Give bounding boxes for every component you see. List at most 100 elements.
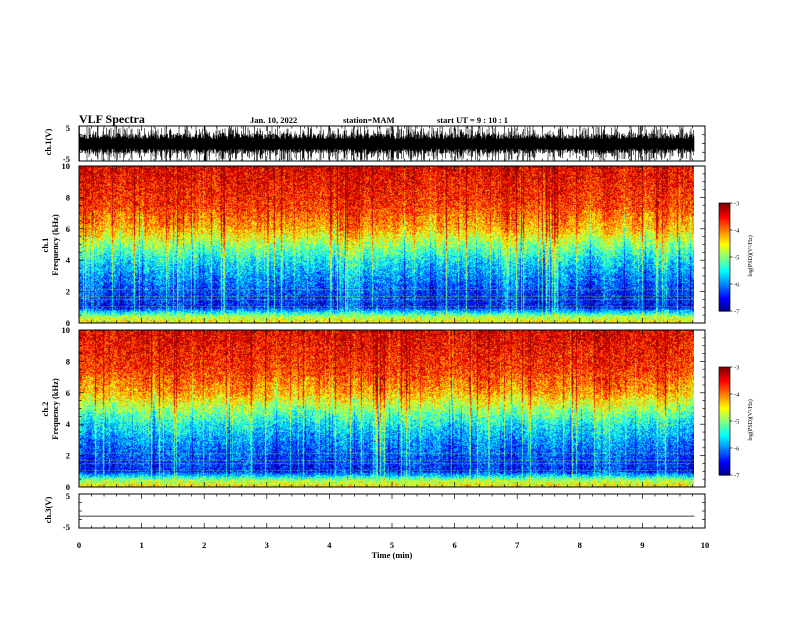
colorbar-swatch	[719, 462, 730, 465]
colorbar1-label: log(PSD)(V²/Hz)	[747, 235, 754, 276]
colorbar-swatch	[719, 403, 730, 406]
freq-tick-label: 2	[66, 287, 70, 297]
colorbar-swatch	[719, 300, 730, 303]
colorbar-swatch	[719, 231, 730, 235]
colorbar-swatch	[719, 449, 730, 453]
date-label: Jan. 10, 2022	[250, 115, 297, 125]
ch2-spectrogram-image	[79, 330, 694, 487]
colorbar-swatch	[719, 267, 730, 271]
freq-tick-label: 10	[62, 325, 71, 335]
colorbar-swatch	[719, 208, 730, 211]
time-tick-label: 1	[139, 540, 143, 550]
colorbar-swatch	[719, 217, 730, 220]
colorbar-swatch	[719, 305, 730, 308]
colorbar-swatch	[719, 451, 730, 454]
colorbar-swatch	[719, 235, 730, 238]
colorbar-swatch	[719, 273, 730, 276]
colorbar-swatch	[719, 466, 730, 469]
colorbar-swatch	[719, 395, 730, 399]
colorbar-swatch	[719, 446, 730, 449]
ch1-spec-label: ch.1	[40, 238, 50, 253]
colorbar-swatch	[719, 221, 730, 224]
colorbar-swatch	[719, 264, 730, 267]
ch1-waveform-trace	[78, 126, 695, 161]
colorbar-swatch	[719, 417, 730, 420]
colorbar-swatch	[719, 464, 730, 467]
colorbar-swatch	[719, 285, 730, 289]
colorbar-swatch	[719, 367, 730, 370]
colorbar-swatch	[719, 240, 730, 244]
colorbar-swatch	[719, 428, 730, 431]
ch2-spec-label: ch.2	[40, 402, 50, 417]
time-tick-label: 3	[265, 540, 269, 550]
time-tick-label: 5	[390, 540, 394, 550]
colorbar-swatch	[719, 386, 730, 390]
colorbar-swatch	[719, 278, 730, 281]
panel-frame	[78, 493, 706, 529]
colorbar-swatch	[719, 276, 730, 280]
ch1-ytick-top: 5	[66, 123, 70, 133]
colorbar-swatch	[719, 381, 730, 384]
colorbar-swatch	[719, 377, 730, 381]
freq-tick-label: 6	[66, 388, 70, 398]
colorbar-swatch	[719, 293, 730, 296]
colorbar-swatch	[719, 262, 730, 265]
ch2-spectrogram-panel: ch.2 Frequency (kHz)	[40, 378, 60, 440]
colorbar-swatch	[719, 372, 730, 375]
colorbar-swatch	[719, 388, 730, 391]
colorbar-swatch	[719, 280, 730, 283]
freq-tick-label: 6	[66, 224, 70, 234]
freq-tick-label: 4	[66, 419, 71, 429]
colorbar-swatch	[719, 421, 730, 424]
colorbar-tick-label: -4	[734, 392, 740, 399]
colorbar-swatch	[719, 215, 730, 218]
colorbar-swatch	[719, 255, 730, 258]
colorbar-swatch	[719, 370, 730, 373]
colorbar-swatch	[719, 437, 730, 440]
freq-tick-label: 0	[66, 482, 70, 492]
colorbar-swatch	[719, 266, 730, 269]
colorbar-swatch	[719, 307, 730, 310]
ch2-freq-axis-label: Frequency (kHz)	[50, 378, 60, 440]
colorbar-tick-label: -4	[734, 228, 740, 235]
colorbar-swatch	[719, 430, 730, 433]
freq-tick-label: 8	[66, 192, 70, 202]
colorbar-swatch	[719, 469, 730, 472]
ch1-spectrogram-image	[79, 166, 694, 323]
colorbar-swatch	[719, 457, 730, 460]
freq-tick-label: 4	[66, 255, 71, 265]
colorbar-swatch	[719, 397, 730, 400]
ch1-colorbar: -3 -4 -5 -6 -7	[718, 201, 740, 316]
colorbar-swatch	[719, 390, 730, 393]
ch1-freq-axis-label: Frequency (kHz)	[50, 214, 60, 276]
colorbar-swatch	[719, 374, 730, 377]
colorbar-swatch	[719, 269, 730, 272]
colorbar-swatch	[719, 426, 730, 429]
colorbar-swatch	[719, 406, 730, 409]
colorbar-swatch	[719, 302, 730, 305]
station-label: station=MAM	[343, 115, 395, 125]
colorbar-swatch	[719, 455, 730, 458]
ch3-waveform-panel: ch.3(V) 5 -5	[43, 491, 70, 532]
colorbar-swatch	[719, 212, 730, 215]
time-tick-label: 7	[515, 540, 520, 550]
colorbar-swatch	[719, 282, 730, 285]
colorbar-swatch	[719, 237, 730, 240]
colorbar-swatch	[719, 206, 730, 209]
colorbar-swatch	[719, 226, 730, 229]
colorbar-swatch	[719, 401, 730, 404]
ch1-ytick-bottom: -5	[63, 154, 70, 164]
colorbar-swatch	[719, 458, 730, 462]
colorbar-swatch	[719, 467, 730, 471]
ch3-ytick-top: 5	[66, 491, 70, 501]
colorbar-swatch	[719, 260, 730, 263]
freq-tick-label: 10	[62, 161, 71, 171]
colorbar-tick-label: -6	[734, 446, 740, 453]
colorbar-swatch	[719, 224, 730, 227]
time-tick-label: 6	[452, 540, 456, 550]
colorbar-swatch	[719, 399, 730, 402]
colorbar-swatch	[719, 385, 730, 388]
colorbar-tick-label: -5	[734, 255, 739, 262]
